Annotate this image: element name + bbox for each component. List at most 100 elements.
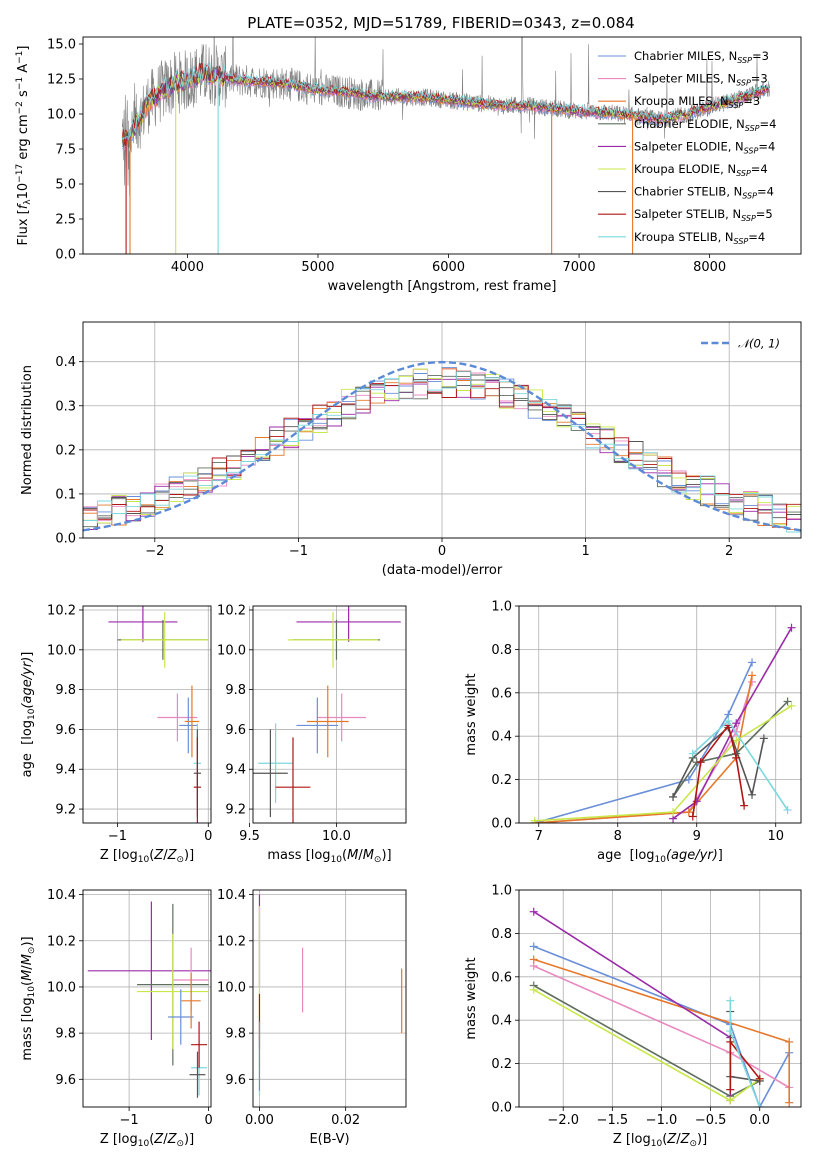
- series-chabrier-stelib: [726, 1007, 764, 1085]
- panel-age_vs_mass: 9.5 10.0 9.2 9.4 9.6 9.8 10.0 10.2 mass [log10(M…: [217, 603, 407, 865]
- x-tick-label: −0.5: [695, 1113, 727, 1128]
- x-tick-label: 0: [204, 829, 212, 844]
- weight_vs_age-x-label: age [log10(age/yr)]: [597, 848, 723, 865]
- legend-label-kroupa-miles: Kroupa MILES, NSSP=3: [634, 94, 760, 110]
- weight_vs_Z-x-label: Z [log10(Z/Z⊙)]: [613, 1132, 707, 1149]
- y-tick-label: 15.0: [47, 38, 76, 53]
- age-vs-z-y-label: age [log10(age/yr)]: [20, 652, 37, 778]
- errorbar-kroupa-miles: [184, 685, 200, 758]
- errorbar-salpeter-elodie: [296, 606, 401, 642]
- y-tick-label: 0.0: [55, 532, 76, 547]
- plot-area: [258, 894, 403, 1096]
- y-tick-label: 9.6: [225, 1073, 246, 1088]
- errorbar-kroupa-elodie: [121, 611, 209, 668]
- plot-area: [529, 907, 794, 1107]
- x-tick-label: 8: [614, 829, 622, 844]
- y-tick-label: 5.0: [55, 178, 76, 193]
- series-kroupa-stelib: [688, 717, 792, 814]
- x-tick-label: −1.5: [597, 1113, 629, 1128]
- x-tick-label: −1: [289, 544, 308, 559]
- axes-frame: [82, 321, 802, 539]
- y-tick-label: 9.2: [225, 803, 246, 818]
- plot-area: [83, 360, 801, 533]
- y-tick-label: 10.2: [47, 934, 76, 949]
- errorbar-salpeter-miles: [317, 693, 367, 742]
- series-salpeter-elodie: [529, 907, 735, 1105]
- panel-age_vs_Z: −1 0 9.2 9.4 9.6 9.8 10.0 10.2 Z [log10(Z/Z⊙)] ag…: [20, 603, 212, 865]
- panel-mass_vs_EBV: 0.00 0.02 9.6 9.8 10.0 10.2 10.4 E(B-V): [217, 888, 407, 1147]
- series-line: [533, 945, 790, 1107]
- y-tick-label: 7.5: [55, 143, 76, 158]
- legend-label-chabrier-stelib: Chabrier STELIB, NSSP=4: [634, 185, 774, 201]
- axes-frame: [82, 36, 802, 255]
- x-tick-label: 6000: [432, 260, 465, 275]
- errorbar-chabrier-stelib: [253, 729, 288, 818]
- x-tick-label: −2.0: [547, 1113, 579, 1128]
- legend-label-kroupa-elodie: Kroupa ELODIE, NSSP=4: [634, 162, 768, 178]
- x-tick-label: 9.5: [239, 829, 260, 844]
- errorbar-salpeter-elodie: [87, 901, 211, 1041]
- y-tick-label: 10.0: [47, 108, 76, 123]
- y-tick-label: 1.0: [491, 600, 512, 615]
- errorbar-salpeter-stelib: [191, 1021, 208, 1068]
- y-tick-label: 9.6: [55, 1073, 76, 1088]
- y-tick-label: 0.4: [55, 355, 76, 370]
- errorbar-salpeter-stelib: [193, 737, 202, 823]
- series-kroupa-elodie: [530, 701, 796, 823]
- y-tick-label: 0.1: [55, 487, 76, 502]
- y-tick-label: 10.4: [47, 888, 76, 903]
- y-tick-label: 0.2: [55, 443, 76, 458]
- y-tick-label: 10.4: [217, 888, 246, 903]
- x-tick-label: 0.02: [331, 1113, 360, 1128]
- series-line: [534, 681, 753, 823]
- spectrum-x-label: wavelength [Angstrom, rest frame]: [328, 279, 557, 294]
- panel-weight_vs_Z: −2.0 −1.5 −1.0 −0.5 0.0 0.0 0.2 0.4 0.6 0.8 1.0 Z […: [464, 884, 802, 1149]
- axes-frame: [252, 605, 407, 824]
- gaussian-curve: [83, 360, 801, 532]
- y-tick-label: 0.8: [491, 643, 512, 658]
- series-salpeter-stelib: [726, 1037, 764, 1094]
- x-tick-label: −1.0: [646, 1113, 678, 1128]
- mass_vs_EBV-x-label: E(B-V): [309, 1132, 349, 1147]
- y-tick-label: 0.8: [491, 927, 512, 942]
- y-tick-label: 0.0: [491, 1101, 512, 1116]
- plot-area: [530, 623, 796, 823]
- errorbar-chabrier-miles: [296, 697, 339, 754]
- series-line: [534, 675, 753, 823]
- y-tick-label: 9.8: [55, 1027, 76, 1042]
- y-tick-label: 0.0: [491, 817, 512, 832]
- y-tick-label: 12.5: [47, 73, 76, 88]
- spectrum-model-kroupa-stelib: [121, 61, 771, 141]
- series-line: [534, 662, 753, 823]
- y-tick-label: 10.0: [47, 643, 76, 658]
- legend-label-salpeter-stelib: Salpeter STELIB, NSSP=5: [634, 207, 773, 223]
- x-tick-label: 0.0: [749, 1113, 770, 1128]
- x-tick-label: 0: [438, 544, 446, 559]
- x-tick-label: 10: [767, 829, 784, 844]
- histogram-salpeter-stelib: [83, 370, 801, 528]
- y-tick-label: 2.5: [55, 213, 76, 228]
- legend-label-kroupa-stelib: Kroupa STELIB, NSSP=4: [634, 230, 765, 246]
- errorbar-kroupa-stelib: [258, 723, 293, 804]
- x-tick-label: 2: [725, 544, 733, 559]
- series-line: [729, 1000, 761, 1107]
- y-tick-label: 9.4: [225, 763, 246, 778]
- y-tick-label: 0.6: [491, 970, 512, 985]
- errorbar-salpeter-elodie: [108, 606, 178, 642]
- y-tick-label: 10.2: [217, 603, 246, 618]
- x-tick-label: −1: [108, 829, 127, 844]
- x-tick-label: 0: [204, 1113, 212, 1128]
- x-tick-label: −2: [145, 544, 164, 559]
- series-line: [533, 984, 761, 1098]
- y-tick-label: 0.4: [491, 1014, 512, 1029]
- residuals-legend: 𝒩(0, 1): [701, 337, 780, 351]
- y-tick-label: 9.6: [55, 723, 76, 738]
- errorbar-kroupa-elodie: [287, 611, 379, 668]
- legend-label-chabrier-miles: Chabrier MILES, NSSP=3: [634, 49, 769, 65]
- y-tick-label: 10.0: [217, 643, 246, 658]
- axes-frame: [518, 605, 802, 824]
- legend-label-gaussian: 𝒩(0, 1): [738, 337, 780, 351]
- series-line: [672, 700, 789, 798]
- plot-area: [87, 901, 211, 1098]
